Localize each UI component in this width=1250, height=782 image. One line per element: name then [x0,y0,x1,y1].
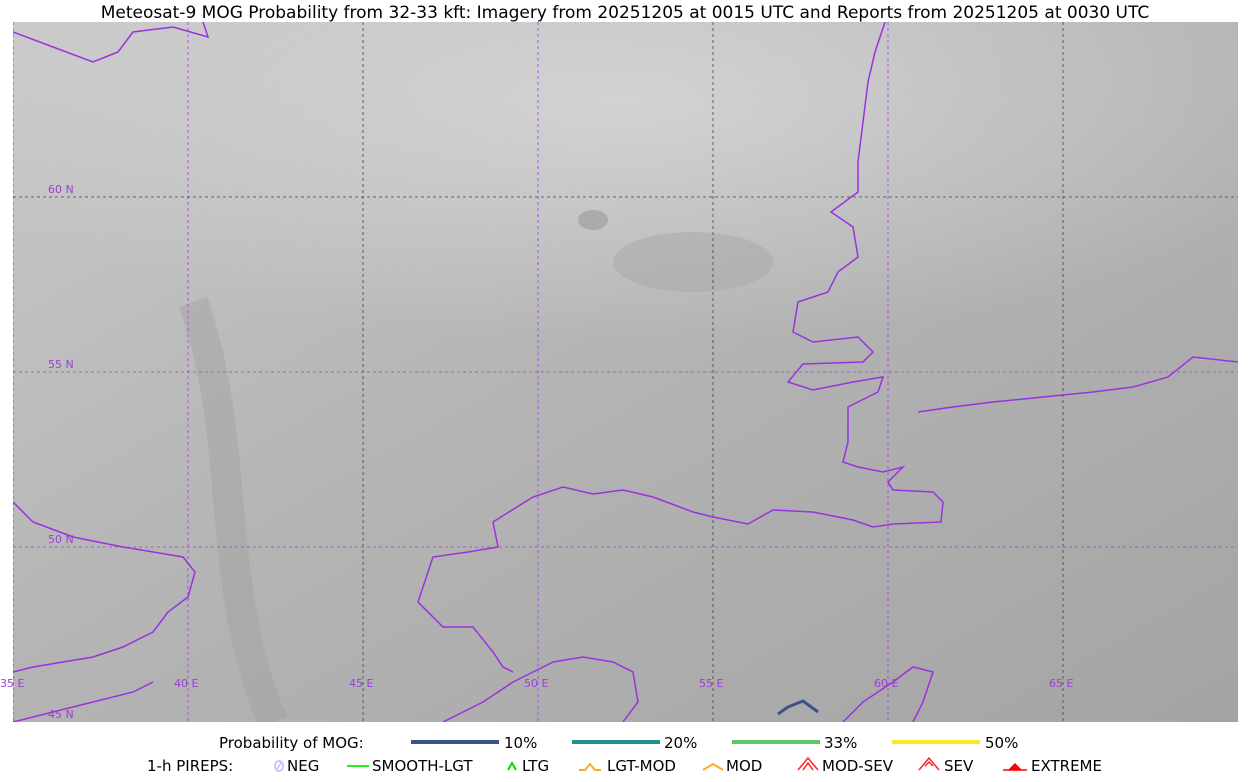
smooth-lgt-icon [347,765,369,767]
lon-label-65e: 65 E [1049,677,1074,690]
lat-label-45n: 45 N [48,708,74,721]
prob-10-label: 10% [504,734,538,752]
lat-label-50n: 50 N [48,533,74,546]
lon-label-35e: 35 E [0,677,25,690]
mog-10pct-contour [777,699,819,716]
extreme-icon [1003,763,1027,771]
prob-legend-title: Probability of MOG: [219,734,364,752]
pirep-legend-title: 1-h PIREPS: [147,757,234,775]
prob-10-swatch [411,740,499,744]
mod-icon [702,762,724,771]
graticule [13,22,1238,722]
prob-50-label: 50% [985,734,1019,752]
satellite-map [13,22,1238,722]
chart-title: Meteosat-9 MOG Probability from 32-33 kf… [100,3,1150,23]
pirep-sev-label: SEV [944,757,974,775]
lat-label-60n: 60 N [48,183,74,196]
ltg-icon [507,760,517,771]
lgt-mod-icon [579,762,601,771]
prob-20-label: 20% [664,734,698,752]
pirep-lgt-mod-label: LGT-MOD [607,757,676,775]
lat-label-55n: 55 N [48,358,74,371]
prob-50-swatch [892,740,980,744]
lon-label-50e: 50 E [524,677,549,690]
prob-20-swatch [572,740,660,744]
pirep-extreme-label: EXTREME [1031,757,1102,775]
pirep-mod-label: MOD [726,757,763,775]
neg-icon [274,760,284,772]
lon-label-45e: 45 E [349,677,374,690]
pirep-neg-label: NEG [287,757,320,775]
sev-icon [918,756,940,771]
prob-33-swatch [732,740,820,744]
pirep-mod-sev-label: MOD-SEV [822,757,893,775]
borders [13,22,1238,722]
lon-label-40e: 40 E [174,677,199,690]
pirep-ltg-label: LTG [522,757,550,775]
lon-label-55e: 55 E [699,677,724,690]
pirep-smooth-lgt-label: SMOOTH-LGT [372,757,473,775]
prob-33-label: 33% [824,734,858,752]
lon-label-60e: 60 E [874,677,899,690]
mod-sev-icon [797,756,819,771]
